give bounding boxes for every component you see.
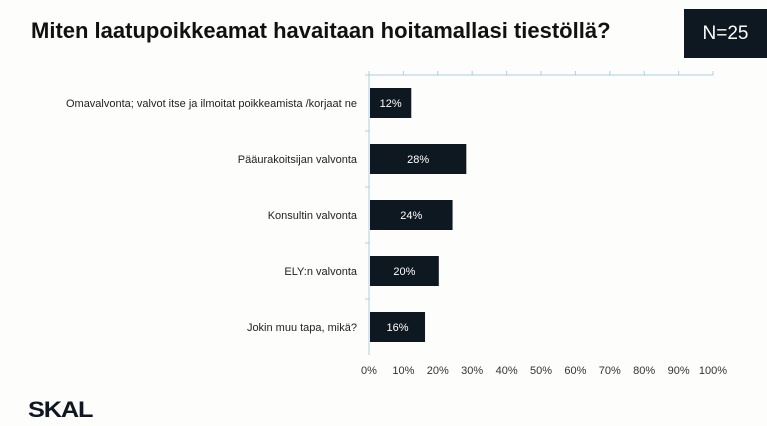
- x-tick-label: 0%: [361, 365, 377, 377]
- category-label: Pääurakoitsijan valvonta: [238, 154, 358, 166]
- bar: [370, 144, 467, 174]
- x-tick-label: 20%: [427, 365, 449, 377]
- sample-size-badge: N=25: [684, 9, 767, 58]
- bar: [370, 88, 412, 118]
- x-tick-label: 10%: [392, 365, 414, 377]
- category-label: Jokin muu tapa, mikä?: [247, 322, 357, 334]
- category-label: ELY:n valvonta: [284, 266, 357, 278]
- data-label: 20%: [393, 266, 415, 278]
- category-label: Omavalvonta; valvot itse ja ilmoitat poi…: [66, 98, 357, 110]
- bar: [370, 256, 439, 286]
- x-tick-label: 50%: [530, 365, 552, 377]
- data-label: 16%: [387, 322, 409, 334]
- x-tick-label: 80%: [633, 365, 655, 377]
- x-tick-label: 40%: [496, 365, 518, 377]
- x-tick-label: 30%: [461, 365, 483, 377]
- data-label: 28%: [407, 154, 429, 166]
- x-tick-label: 60%: [564, 365, 586, 377]
- bar: [370, 312, 426, 342]
- page-title: Miten laatupoikkeamat havaitaan hoitamal…: [31, 18, 611, 43]
- data-label: 24%: [400, 210, 422, 222]
- data-label: 12%: [380, 98, 402, 110]
- category-label: Konsultin valvonta: [268, 210, 358, 222]
- bar: [370, 200, 453, 230]
- x-tick-label: 90%: [668, 365, 690, 377]
- x-tick-label: 100%: [699, 365, 727, 377]
- x-tick-label: 70%: [599, 365, 621, 377]
- skal-logo: SKAL: [28, 397, 93, 422]
